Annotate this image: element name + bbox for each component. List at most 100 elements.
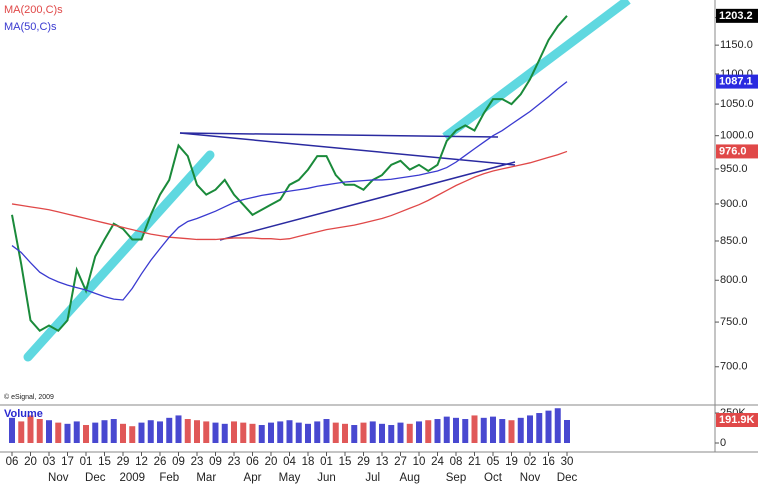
month-label: Oct bbox=[484, 472, 503, 484]
y-tick-label: 900.0 bbox=[720, 198, 748, 210]
x-tick-label: 15 bbox=[98, 456, 111, 468]
month-label: Aug bbox=[400, 472, 420, 484]
volume-bar bbox=[554, 408, 561, 443]
volume-bar bbox=[166, 417, 173, 443]
last-value-label: 1087.1 bbox=[719, 75, 753, 87]
volume-bar bbox=[157, 421, 163, 443]
volume-bar bbox=[397, 422, 404, 443]
x-tick-label: 13 bbox=[376, 456, 389, 468]
month-label: Mar bbox=[196, 472, 216, 484]
volume-bar bbox=[295, 422, 302, 443]
x-tick-label: 26 bbox=[154, 456, 167, 468]
trendlines bbox=[23, 0, 631, 362]
volume-bar bbox=[342, 423, 348, 443]
y-tick-label: 950.0 bbox=[720, 163, 748, 175]
month-label: Jul bbox=[365, 472, 380, 484]
x-tick-label: 20 bbox=[24, 456, 37, 468]
plot bbox=[9, 15, 570, 443]
volume-title: Volume bbox=[4, 408, 43, 420]
volume-bar bbox=[360, 422, 367, 443]
trend-channel bbox=[442, 0, 631, 141]
volume-bar bbox=[27, 415, 34, 443]
last-value-box bbox=[716, 74, 758, 89]
trend-line bbox=[219, 161, 516, 241]
y-tick-label: 0 bbox=[720, 437, 726, 449]
month-label: Sep bbox=[446, 472, 466, 484]
volume-bar bbox=[73, 421, 80, 443]
volume-bar bbox=[240, 422, 247, 443]
x-tick-label: 08 bbox=[450, 456, 463, 468]
volume-bar bbox=[36, 419, 43, 443]
volume-bar bbox=[416, 421, 422, 443]
volume-bar bbox=[147, 420, 154, 443]
x-tick-label: 23 bbox=[191, 456, 204, 468]
volume-bar bbox=[425, 420, 432, 443]
month-label: 2009 bbox=[119, 472, 145, 484]
volume-bar bbox=[453, 417, 459, 443]
volume-bar bbox=[101, 420, 108, 443]
volume-bar bbox=[92, 422, 99, 443]
month-label: Dec bbox=[557, 472, 578, 484]
x-tick-label: 29 bbox=[357, 456, 370, 468]
y-tick-label: 1000.0 bbox=[720, 130, 754, 142]
volume-bar bbox=[231, 421, 237, 443]
volume-bar bbox=[443, 416, 450, 443]
x-tick-label: 02 bbox=[524, 456, 537, 468]
x-tick-label: 20 bbox=[265, 456, 278, 468]
y-tick-label: 750.0 bbox=[720, 316, 748, 328]
volume-bar bbox=[221, 423, 228, 443]
moving-average bbox=[11, 150, 568, 241]
x-tick-label: 18 bbox=[302, 456, 315, 468]
volume-bar bbox=[9, 417, 15, 443]
x-tick-label: 01 bbox=[320, 456, 333, 468]
x-tick-label: 29 bbox=[117, 456, 130, 468]
volume-bar bbox=[379, 423, 385, 443]
trend-channel bbox=[23, 150, 215, 362]
y-tick-label: 1150.0 bbox=[720, 39, 753, 51]
y-tick-label: 1050.0 bbox=[720, 98, 754, 110]
x-tick-label: 06 bbox=[6, 456, 19, 468]
x-tick-label: 21 bbox=[468, 456, 481, 468]
last-value-label: 976.0 bbox=[719, 145, 747, 157]
volume-bar bbox=[499, 419, 506, 443]
volume-bar bbox=[83, 425, 89, 443]
volume-bar bbox=[406, 423, 413, 443]
volume-bar bbox=[388, 425, 395, 443]
x-tick-label: 04 bbox=[283, 456, 296, 468]
x-tick-label: 03 bbox=[43, 456, 56, 468]
x-tick-label: 06 bbox=[246, 456, 259, 468]
volume-bar bbox=[64, 423, 71, 443]
legend-entry: MA(200,C)s bbox=[4, 4, 63, 16]
x-tick-label: 16 bbox=[542, 456, 555, 468]
volume-bar bbox=[194, 420, 200, 443]
volume-bar bbox=[46, 420, 52, 443]
volume-bar bbox=[490, 416, 496, 443]
volume-bar bbox=[175, 415, 182, 443]
volume-bar bbox=[258, 425, 265, 443]
x-tick-label: 19 bbox=[505, 456, 518, 468]
volume-bar bbox=[527, 415, 533, 443]
x-tick-label: 15 bbox=[339, 456, 352, 468]
x-tick-label: 05 bbox=[487, 456, 500, 468]
month-label: Feb bbox=[159, 472, 179, 484]
trend-line bbox=[179, 132, 499, 138]
x-tick-label: 09 bbox=[172, 456, 185, 468]
month-label: Apr bbox=[244, 472, 262, 484]
volume-bar bbox=[286, 420, 293, 443]
volume-bar bbox=[536, 413, 543, 443]
volume-bar bbox=[18, 421, 25, 443]
last-value-box bbox=[716, 144, 758, 159]
x-tick-label: 12 bbox=[135, 456, 148, 468]
volume-bar bbox=[564, 419, 570, 443]
month-label: Nov bbox=[520, 472, 541, 484]
last-value-label: 191.9K bbox=[719, 414, 755, 426]
volume-bar bbox=[462, 419, 469, 443]
x-tick-label: 10 bbox=[413, 456, 426, 468]
volume-bar bbox=[351, 425, 358, 443]
volume-bar bbox=[305, 423, 311, 443]
volume-bar bbox=[203, 421, 210, 443]
volume-bar bbox=[55, 422, 62, 443]
last-value-box bbox=[716, 8, 758, 23]
